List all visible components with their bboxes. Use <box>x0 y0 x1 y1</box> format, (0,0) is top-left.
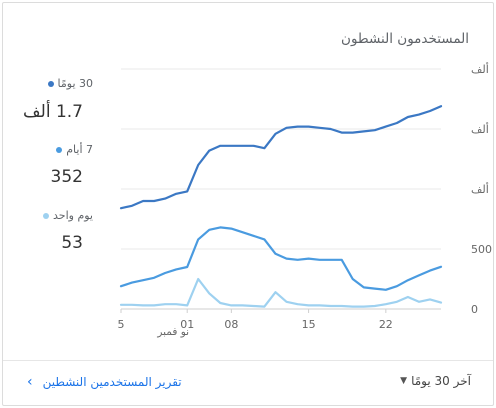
active-users-report-link[interactable]: ‹ تقرير المستخدمين النشطين <box>27 374 182 390</box>
y-tick-label: 1.5 ألف <box>471 122 493 136</box>
metric-value-1-day: 53 <box>61 233 83 253</box>
metric-value-7-days: 352 <box>50 167 83 187</box>
date-range-dropdown[interactable]: آخر 30 يومًا ▼ <box>400 374 471 388</box>
y-tick-label: 500 <box>471 243 492 256</box>
metric-label-text: 30 يومًا <box>57 77 93 90</box>
chevron-left-icon: ‹ <box>27 374 33 390</box>
metric-label-text: يوم واحد <box>53 209 93 222</box>
metric-label-1-day: يوم واحد <box>43 209 93 222</box>
x-tick-label: 5 <box>118 318 125 331</box>
series-line <box>119 226 443 291</box>
x-tick-label: 08 <box>224 318 238 331</box>
series-dot-icon <box>43 212 49 219</box>
card-title: المستخدمون النشطون <box>341 31 469 47</box>
series-dot-icon <box>47 80 54 87</box>
x-tick-sublabel: نو فمبر <box>156 326 189 338</box>
caret-down-icon: ▼ <box>400 376 408 386</box>
y-tick-label: 2 ألف <box>471 62 493 76</box>
x-tick-label: 01 <box>180 318 194 331</box>
x-tick-label: 22 <box>379 318 393 331</box>
report-link-label: تقرير المستخدمين النشطين <box>42 375 182 389</box>
card-footer: آخر 30 يومًا ▼ ‹ تقرير المستخدمين النشطي… <box>3 360 493 405</box>
metric-label-30-days: 30 يومًا <box>47 77 93 90</box>
metric-label-text: 7 أيام <box>66 143 93 156</box>
series-line <box>119 105 443 210</box>
series-line <box>119 277 443 308</box>
y-tick-label: 1 ألف <box>471 182 493 196</box>
metric-value-30-days: 1.7 ألف <box>23 102 83 122</box>
metric-label-7-days: 7 أيام <box>56 143 93 156</box>
date-range-label: آخر 30 يومًا <box>411 374 471 388</box>
y-tick-label: 0 <box>471 303 478 316</box>
x-tick-label: 15 <box>302 318 316 331</box>
series-dot-icon <box>56 146 63 153</box>
